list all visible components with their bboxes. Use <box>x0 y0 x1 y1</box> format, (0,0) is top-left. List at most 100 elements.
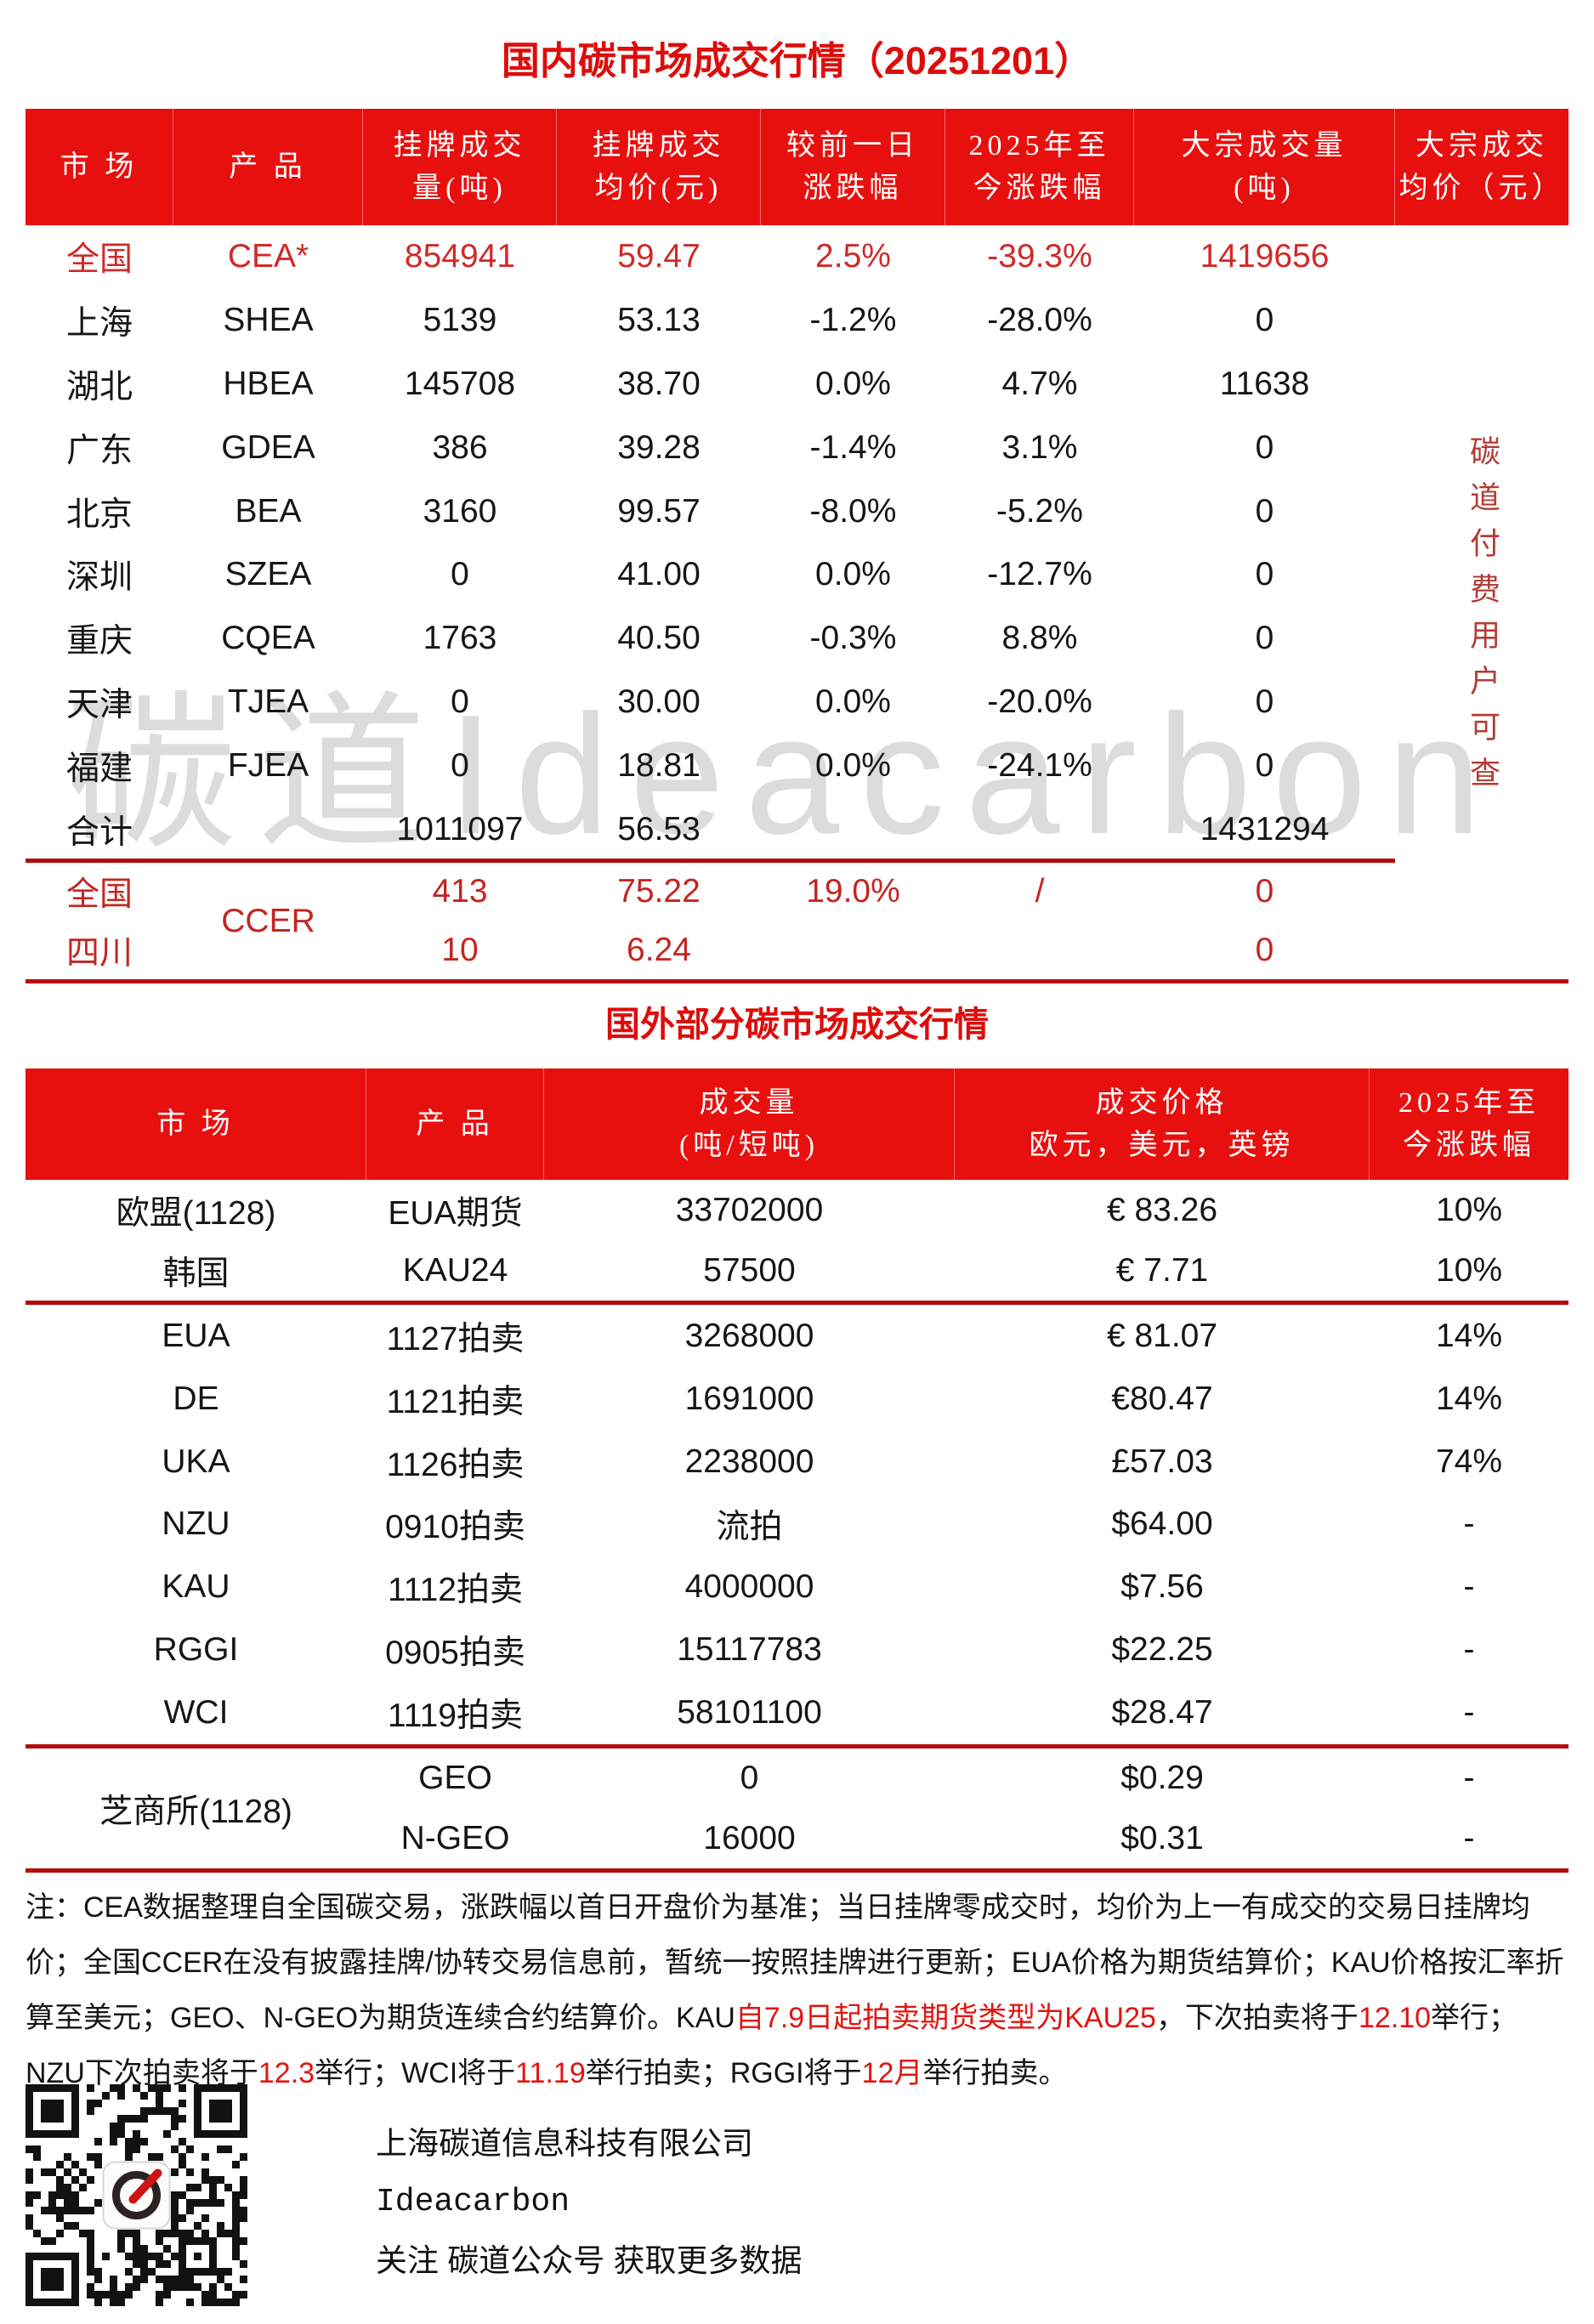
cell-day_change <box>761 921 945 980</box>
domestic-table-row: 合计 1011097 56.53 1431294 <box>26 797 1568 861</box>
divider-futures-auctions <box>26 1301 1568 1305</box>
cell-volume: 386 <box>432 428 488 466</box>
cell-day_change: 0.0% <box>815 683 891 720</box>
cell-product: FJEA <box>227 746 309 784</box>
domestic-table-row: 上海 SHEA 5139 53.13 -1.2% -28.0% 0 <box>26 289 1568 353</box>
ccer-product-label: CCER <box>221 902 315 939</box>
cell-volume: 10 <box>441 931 479 968</box>
international-auctions-body: EUA 1127拍卖 3268000 € 81.07 14% DE 1121拍卖 169100… <box>26 1305 1568 1744</box>
cell-block_volume: 0 <box>1255 931 1274 968</box>
cell-price: €80.47 <box>1111 1380 1213 1417</box>
cell-market: 上海 <box>65 305 133 343</box>
cell-price: $64.00 <box>1111 1505 1213 1543</box>
cell-volume: 1691000 <box>684 1380 814 1417</box>
cell-market: NZU <box>162 1505 230 1543</box>
cell-price: $7.56 <box>1120 1568 1204 1606</box>
cell-block_volume: 0 <box>1255 620 1274 657</box>
cell-ytd_change: 3.1% <box>1001 428 1078 466</box>
cell-market: 天津 <box>65 686 133 723</box>
cell-ytd_change: - <box>1463 1568 1475 1606</box>
cell-market: 全国 <box>65 241 133 279</box>
cell-avg_price: 59.47 <box>617 238 701 275</box>
note-text: 举行拍卖；RGGI将于 <box>585 2057 862 2089</box>
cell-block_volume: 0 <box>1255 873 1274 910</box>
cell-market: 广东 <box>65 432 133 469</box>
domestic-header-cell: 大宗成交量 (吨) <box>1134 109 1395 225</box>
watermark: 碳道Ideacarbon <box>66 680 1502 870</box>
cell-market: 四川 <box>65 934 133 972</box>
paid-users-vertical-notice: 碳道付费用户可查 <box>1466 435 1500 802</box>
cell-block_avg <box>1395 289 1568 353</box>
domestic-title: 国内碳市场成交行情（20251201） <box>501 39 1093 82</box>
cell-product: 0910拍卖 <box>385 1509 525 1546</box>
cell-day_change <box>761 797 945 861</box>
cell-ytd_change: -28.0% <box>987 302 1092 339</box>
cell-product: EUA期货 <box>388 1194 523 1232</box>
international-header-cell: 市 场 <box>26 1068 366 1180</box>
cell-ytd_change: - <box>1463 1505 1475 1543</box>
domestic-header-cell: 挂牌成交 均价(元) <box>557 109 761 225</box>
cell-ytd_change: -24.1% <box>987 746 1092 784</box>
note-text: 举行拍卖。 <box>922 2057 1068 2089</box>
cell-block_avg <box>1395 353 1568 417</box>
international-futures-body: 欧盟(1128) EUA期货 33702000 € 83.26 10% 韩国 KAU24 57… <box>26 1180 1568 1301</box>
cell-day_change: 0.0% <box>815 746 891 784</box>
cell-day_change: 0.0% <box>815 365 891 402</box>
cell-day_change: 2.5% <box>815 238 891 275</box>
cell-avg_price: 6.24 <box>627 931 691 968</box>
cell-product: 1126拍卖 <box>386 1446 525 1483</box>
cell-product: CEA* <box>227 238 309 275</box>
ccer-section: CCER 全国 413 75.22 19.0% / 0 四川 10 6.24 0 <box>26 863 1568 979</box>
cell-volume: 413 <box>432 873 488 910</box>
cell-day_change: -1.4% <box>809 428 897 466</box>
cell-volume: 854941 <box>404 238 516 275</box>
cell-volume: 4000000 <box>684 1568 814 1606</box>
cell-volume: 16000 <box>703 1819 796 1856</box>
cell-market: EUA <box>162 1317 230 1354</box>
futures-row: 欧盟(1128) EUA期货 33702000 € 83.26 10% <box>26 1180 1568 1240</box>
cell-avg_price: 53.13 <box>617 302 701 339</box>
cell-volume: 1011097 <box>396 810 524 847</box>
domestic-table-row: 天津 TJEA 0 30.00 0.0% -20.0% 0 <box>26 671 1568 734</box>
company-name-cn: 上海碳道信息科技有限公司 <box>376 2126 753 2161</box>
cell-product: N-GEO <box>400 1819 510 1856</box>
auction-row: NZU 0910拍卖 流拍 $64.00 - <box>26 1494 1568 1556</box>
footnotes: 注：CEA数据整理自全国碳交易，涨跌幅以首日开盘价为基准；当日挂牌零成交时，均价… <box>26 1880 1568 2101</box>
cell-product: 0905拍卖 <box>385 1635 525 1672</box>
auction-row: KAU 1112拍卖 4000000 $7.56 - <box>26 1556 1568 1618</box>
note-text: 注：CEA数据整理自全国碳交易，涨跌幅以首日开盘价为基准；当日挂牌零成交时，均价… <box>26 1891 1564 2034</box>
cell-volume: 145708 <box>404 365 516 402</box>
note-highlight: 12.10 <box>1358 2002 1432 2034</box>
cell-volume: 流拍 <box>716 1509 783 1546</box>
cell-product: 1127拍卖 <box>386 1320 525 1358</box>
cell-avg_price: 56.53 <box>617 810 701 847</box>
cell-block_volume: 0 <box>1255 683 1274 720</box>
cell-ytd_change <box>945 797 1134 861</box>
auction-row: UKA 1126拍卖 2238000 £57.03 74% <box>26 1431 1568 1494</box>
domestic-table-row: 深圳 SZEA 0 41.00 0.0% -12.7% 0 <box>26 543 1568 607</box>
cell-ytd_change: -5.2% <box>996 492 1083 530</box>
cell-market: 重庆 <box>65 623 133 660</box>
cell-ytd_change: 74% <box>1435 1443 1503 1480</box>
cell-market: 全国 <box>65 876 133 914</box>
cell-market: 欧盟(1128) <box>116 1194 276 1232</box>
cme-row: GEO 0 $0.29 - <box>26 1749 1568 1809</box>
note-highlight: 12.3 <box>258 2057 315 2089</box>
cell-volume: 57500 <box>703 1251 796 1289</box>
company-name-en: Ideacarbon <box>376 2184 570 2220</box>
cell-product: SZEA <box>224 556 312 593</box>
cell-volume: 0 <box>740 1760 759 1797</box>
note-text: 举行；NZU下次拍卖将于 <box>26 2002 1518 2089</box>
qr-code-image <box>26 2084 247 2306</box>
cell-market: 北京 <box>65 496 133 533</box>
cell-volume: 5139 <box>423 302 497 339</box>
ccer-row: 四川 10 6.24 0 <box>26 921 1568 980</box>
cell-ytd_change: 4.7% <box>1001 365 1078 402</box>
cell-volume: 0 <box>451 556 469 593</box>
cell-ytd_change: 10% <box>1435 1251 1503 1289</box>
note-text: ，下次拍卖将于 <box>1155 2002 1359 2034</box>
international-header-cell: 成交量 (吨/短吨) <box>544 1068 955 1180</box>
cell-avg_price: 75.22 <box>617 873 701 910</box>
cell-volume: 0 <box>451 683 469 720</box>
domestic-table-body: 全国 CEA* 854941 59.47 2.5% -39.3% 1419656 上海 SHEA… <box>26 225 1568 861</box>
